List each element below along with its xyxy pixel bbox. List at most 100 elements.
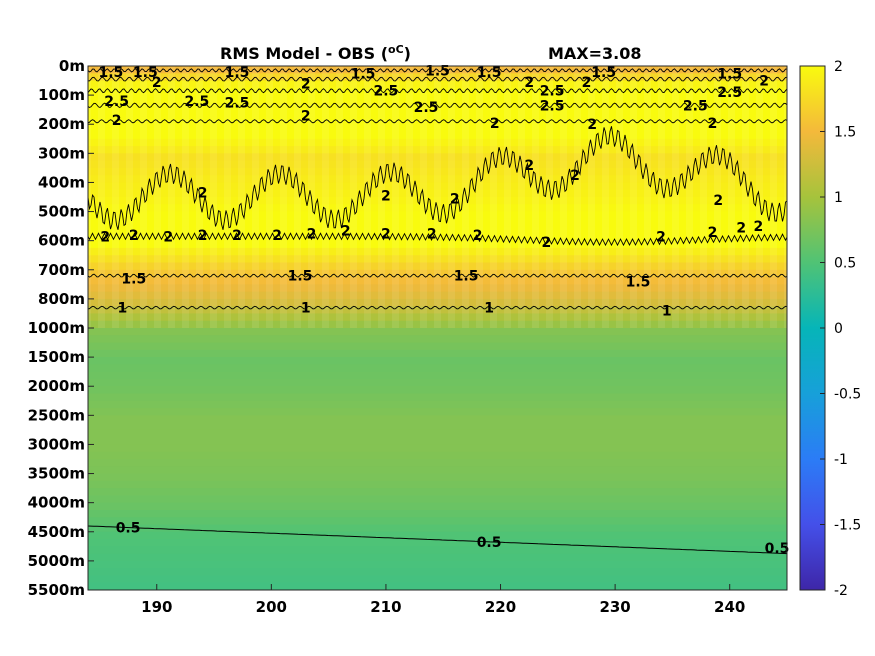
heatmap-band: [88, 502, 787, 511]
contour-label: 1.5: [626, 274, 651, 290]
contour-label: 2: [587, 117, 597, 133]
contour-line-2-midlayer-top: [88, 126, 787, 230]
heatmap-band: [88, 466, 787, 475]
contour-label: 2: [152, 75, 162, 91]
y-tick-label: 400m: [38, 173, 85, 191]
contour-labels: 1.5 1.5 1.5 1.5 1.5 1.5 1.5 1.5 22 2 2 22.5 2.5 2.52.…: [98, 63, 789, 556]
y-tick-label: 700m: [38, 261, 85, 279]
contour-label: 1.5: [288, 269, 313, 285]
heatmap-band: [88, 546, 787, 555]
y-tick-label: 5000m: [28, 552, 85, 570]
heatmap-band: [88, 459, 787, 467]
y-tick-label: 800m: [38, 290, 85, 308]
x-axis: 190 200 210 220 230 240: [141, 584, 745, 616]
contour-label: 2: [341, 224, 351, 240]
heatmap-band: [88, 524, 787, 533]
contour-label: 2: [542, 235, 552, 251]
x-tick-label: 230: [599, 598, 630, 616]
contour-label: 1.5: [591, 65, 616, 81]
heatmap-band: [88, 335, 787, 344]
max-label: MAX=3.08: [548, 44, 642, 63]
colorbar-tick-label: -1: [834, 452, 848, 468]
x-tick-label: 220: [485, 598, 516, 616]
heatmap-band: [88, 560, 787, 569]
contour-label: 0.5: [116, 520, 141, 536]
contour-label: 2: [490, 116, 500, 132]
contour-label: 0.5: [477, 535, 502, 551]
contour-label: 2: [708, 225, 718, 241]
colorbar-tick-label: -1.5: [834, 518, 861, 534]
contour-label: 2: [708, 116, 718, 132]
contour-label: 2.5: [373, 84, 398, 100]
y-tick-label: 5500m: [28, 581, 85, 599]
heatmap-band: [88, 517, 787, 526]
contour-label: 2.5: [104, 94, 129, 110]
contour-label: 2.5: [414, 100, 439, 116]
contour-label: 2.5: [540, 84, 565, 100]
contour-label: 2: [112, 113, 122, 129]
colorbar-ticks: 2 1.5 1 0.5 0 -0.5 -1 -1.5 -2: [820, 59, 861, 599]
heatmap-band: [88, 451, 787, 460]
colorbar-tick-label: -0.5: [834, 387, 861, 403]
contour-label: 1.5: [477, 65, 502, 81]
contour-label: 2: [129, 228, 139, 244]
contour-line-2-upper: [88, 119, 787, 124]
contour-line-1.5-deep: [88, 273, 787, 278]
y-tick-label: 1000m: [28, 319, 85, 337]
title: RMS Model - OBS (oC) MAX=3.08: [220, 43, 642, 63]
contour-label: 2: [381, 189, 391, 205]
heatmap-band: [88, 480, 787, 489]
heatmap-band: [88, 444, 787, 453]
x-tick-label: 200: [256, 598, 287, 616]
contour-label: 2.5: [683, 98, 708, 114]
contour-label: 2: [759, 74, 769, 90]
contour-label: 1.5: [133, 65, 158, 81]
contour-line-0.5-abyssal: [88, 525, 787, 555]
contour-label: 2: [754, 219, 764, 235]
heatmap-band: [88, 342, 787, 351]
heatmap-band: [88, 328, 787, 336]
contour-label: 1.5: [717, 66, 742, 82]
heatmap-band: [88, 400, 787, 409]
contour-label: 2: [524, 75, 534, 91]
heatmap-band: [88, 575, 787, 584]
contour-line-2-surface: [88, 76, 787, 82]
heatmap: [88, 66, 787, 590]
contour-line-2-midlayer-bottom: [88, 232, 787, 247]
contour-label: 1.5: [98, 65, 123, 81]
y-tick-label: 600m: [38, 232, 85, 250]
contour-label: 2: [381, 226, 391, 242]
heatmap-band: [88, 378, 787, 387]
colorbar-tick-label: -2: [834, 583, 848, 599]
heatmap-band: [88, 357, 787, 365]
contour-line-1.5-surface: [88, 68, 787, 73]
y-tick-label: 500m: [38, 203, 85, 221]
heatmap-band: [88, 393, 787, 402]
y-tick-label: 3000m: [28, 435, 85, 453]
contour-label: 2.5: [225, 95, 250, 111]
contour-label: 2: [656, 229, 666, 245]
y-axis: 0m 100m 200m 300m 400m 500m 600m 700m 800m 1000m 1…: [28, 57, 94, 599]
y-tick-label: 100m: [38, 86, 85, 104]
heatmap-band: [88, 473, 787, 482]
contour-label: 1: [301, 301, 311, 317]
contour-label: 2: [450, 192, 460, 208]
heatmap-band: [88, 495, 787, 504]
contour-label: 1.5: [454, 269, 479, 285]
heatmap-band: [88, 509, 787, 518]
heatmap-band: [88, 422, 787, 431]
y-tick-label: 1500m: [28, 348, 85, 366]
contour-label: 2: [301, 109, 311, 125]
x-tick-label: 210: [370, 598, 401, 616]
contour-label: 2: [100, 229, 110, 245]
contour-label: 2: [713, 193, 723, 209]
contour-label: 1.5: [425, 63, 450, 79]
contour-label: 2: [582, 75, 592, 91]
heatmap-band: [88, 553, 787, 562]
x-tick-label: 240: [714, 598, 745, 616]
contour-label: 2: [427, 226, 437, 242]
heatmap-band: [88, 568, 787, 577]
colorbar-tick-label: 1: [834, 190, 843, 206]
contour-label: 2.5: [184, 94, 209, 110]
